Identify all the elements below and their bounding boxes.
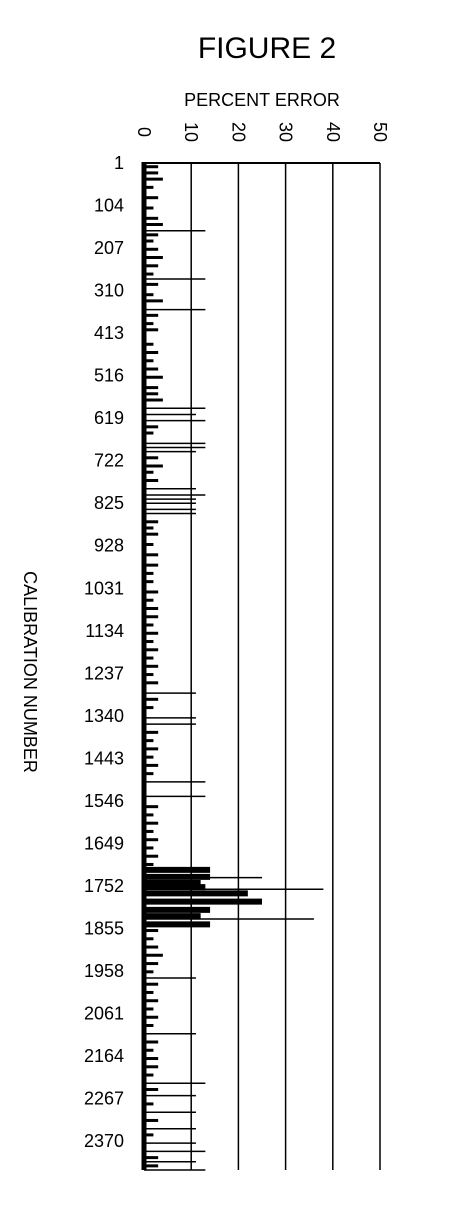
grid-lines <box>190 163 381 1170</box>
y-tick-label: 2061 <box>84 1004 124 1024</box>
y-tick-label: 1031 <box>84 578 124 598</box>
y-tick-label: 1237 <box>84 663 124 683</box>
x-tick-label: 20 <box>228 122 248 142</box>
y-tick-label: 928 <box>94 536 124 556</box>
x-axis-label: PERCENT ERROR <box>184 90 340 110</box>
y-tick-label: 1855 <box>84 918 124 938</box>
y-tick-label: 413 <box>94 323 124 343</box>
y-tick-label: 619 <box>94 408 124 428</box>
y-axis-label: CALIBRATION NUMBER <box>20 571 40 773</box>
x-tick-label: 40 <box>323 122 343 142</box>
y-tick-label: 207 <box>94 238 124 258</box>
y-tick-label: 1649 <box>84 833 124 853</box>
x-tick-label: 50 <box>370 122 390 142</box>
y-tick-label: 2267 <box>84 1089 124 1109</box>
y-tick-label: 1546 <box>84 791 124 811</box>
bars <box>144 165 324 1171</box>
y-tick-label: 310 <box>94 281 124 301</box>
y-tick-label: 1958 <box>84 961 124 981</box>
y-tick-label: 1752 <box>84 876 124 896</box>
y-tick-label: 825 <box>94 493 124 513</box>
x-tick-label: 10 <box>181 122 201 142</box>
y-tick-label: 2164 <box>84 1046 124 1066</box>
x-tick-label: 0 <box>134 127 154 137</box>
y-tick-label: 1134 <box>85 621 124 641</box>
y-tick-label: 1443 <box>84 748 124 768</box>
y-tick-label: 2370 <box>84 1131 124 1151</box>
chart-title: FIGURE 2 <box>198 32 336 65</box>
y-tick-label: 516 <box>94 366 124 386</box>
y-tick-label: 1340 <box>84 706 124 726</box>
y-tick-label: 722 <box>94 451 124 471</box>
y-tick-label: 104 <box>94 196 124 216</box>
y-tick-label: 1 <box>114 153 124 173</box>
x-tick-label: 30 <box>276 122 296 142</box>
y-tick-labels: 1 104 207 310 413 516 619 722 825 928 1031 1134 1237… <box>84 153 124 1151</box>
x-tick-labels: 0 10 20 30 40 50 <box>134 122 390 142</box>
